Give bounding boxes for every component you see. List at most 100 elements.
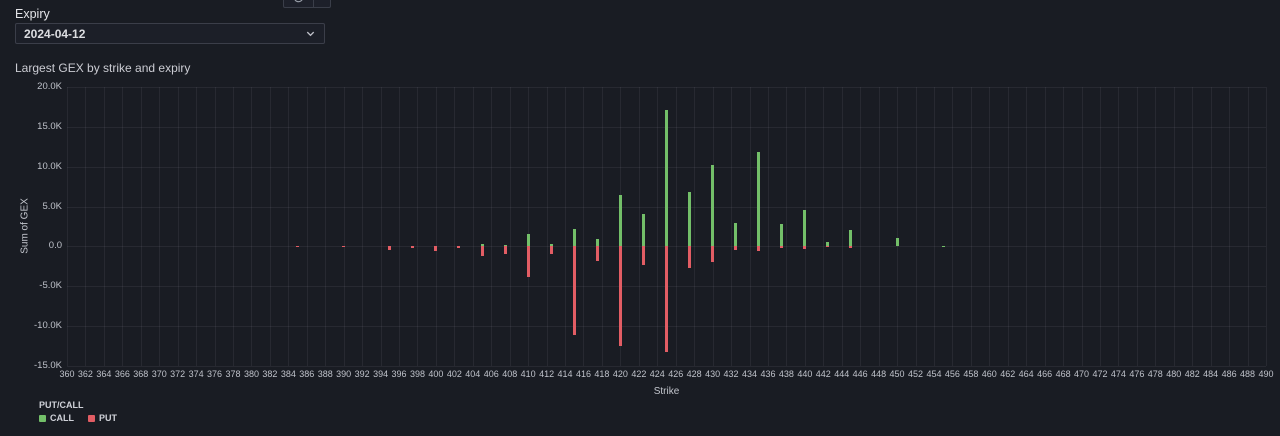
- v-gridline: [343, 87, 345, 366]
- put-bar: [826, 246, 830, 248]
- x-tick-label: 380: [243, 369, 259, 379]
- x-tick-label: 424: [649, 369, 665, 379]
- legend-item-call[interactable]: CALL: [39, 413, 74, 423]
- put-bar: [688, 246, 692, 268]
- x-tick-label: 400: [428, 369, 444, 379]
- x-tick-label: 488: [1240, 369, 1256, 379]
- y-tick-label: -5.0K: [39, 280, 62, 292]
- x-tick-label: 368: [133, 369, 149, 379]
- x-tick-label: 386: [299, 369, 315, 379]
- refresh-icon[interactable]: [284, 0, 313, 7]
- put-bar: [572, 246, 576, 335]
- expiry-select[interactable]: 2024-04-12: [15, 23, 325, 44]
- x-tick-label: 472: [1092, 369, 1108, 379]
- v-gridline: [1192, 87, 1194, 366]
- put-bar: [618, 246, 622, 347]
- x-tick-label: 456: [944, 369, 960, 379]
- x-tick-label: 478: [1147, 369, 1163, 379]
- v-gridline: [472, 87, 474, 366]
- y-tick-label: 20.0K: [37, 81, 62, 92]
- x-tick-label: 394: [373, 369, 389, 379]
- call-bar: [641, 213, 645, 247]
- expiry-select-value: 2024-04-12: [24, 26, 86, 41]
- legend-item-label: CALL: [50, 413, 74, 423]
- v-gridline: [140, 87, 142, 366]
- put-bar: [803, 246, 807, 249]
- v-gridline: [85, 87, 87, 366]
- x-tick-label: 442: [815, 369, 831, 379]
- v-gridline: [1099, 87, 1101, 366]
- y-tick-labels: 20.0K 15.0K 10.0K 5.0K 0.0 -5.0K -10.0K -15.0K: [0, 82, 62, 371]
- x-tick-label: 392: [354, 369, 370, 379]
- call-bar: [757, 152, 761, 247]
- call-bar: [803, 209, 807, 247]
- x-tick-label: 486: [1221, 369, 1237, 379]
- x-tick-label: 460: [981, 369, 997, 379]
- v-gridline: [528, 87, 530, 366]
- x-tick-label: 468: [1055, 369, 1071, 379]
- put-bar: [641, 246, 645, 265]
- v-gridline: [989, 87, 991, 366]
- x-tick-label: 360: [59, 369, 75, 379]
- x-tick-label: 454: [926, 369, 942, 379]
- call-bar: [503, 245, 507, 247]
- call-bar: [780, 224, 784, 247]
- call-bar: [665, 110, 668, 247]
- x-tick-label: 414: [557, 369, 573, 379]
- x-tick-label: 426: [668, 369, 684, 379]
- call-bar: [688, 192, 692, 247]
- plot-area: [67, 87, 1267, 367]
- refresh-button[interactable]: [283, 0, 331, 8]
- x-tick-label: 440: [797, 369, 813, 379]
- call-bar: [595, 239, 599, 247]
- x-tick-label: 406: [483, 369, 499, 379]
- x-tick-label: 420: [612, 369, 628, 379]
- put-series-swatch: [88, 414, 95, 422]
- x-tick-label: 390: [336, 369, 352, 379]
- x-tick-label: 378: [225, 369, 241, 379]
- x-tick-label: 484: [1203, 369, 1219, 379]
- expiry-label: Expiry: [15, 7, 50, 21]
- x-tick-label: 388: [317, 369, 333, 379]
- v-gridline: [749, 87, 751, 366]
- v-gridline: [1266, 87, 1267, 366]
- put-bar: [434, 246, 438, 251]
- v-gridline: [509, 87, 511, 366]
- x-tick-label: 432: [723, 369, 739, 379]
- put-bar: [757, 246, 761, 252]
- v-gridline: [657, 87, 659, 366]
- v-gridline: [399, 87, 401, 366]
- x-tick-label: 418: [594, 369, 610, 379]
- x-tick-label: 448: [871, 369, 887, 379]
- x-tick-label: 404: [465, 369, 481, 379]
- x-tick-label: 366: [114, 369, 130, 379]
- y-tick-label: -15.0K: [34, 360, 62, 371]
- v-gridline: [878, 87, 880, 366]
- v-gridline: [1229, 87, 1231, 366]
- x-tick-label: 398: [409, 369, 425, 379]
- call-series-swatch: [39, 414, 46, 422]
- put-bar: [549, 246, 553, 254]
- x-tick-label: 370: [151, 369, 167, 379]
- v-gridline: [841, 87, 843, 366]
- v-gridline: [1044, 87, 1046, 366]
- y-tick-label: 5.0K: [42, 200, 62, 212]
- put-bar: [595, 246, 599, 261]
- v-gridline: [67, 87, 68, 366]
- v-gridline: [1247, 87, 1249, 366]
- v-gridline: [952, 87, 954, 366]
- refresh-dropdown-caret[interactable]: [313, 0, 330, 7]
- v-gridline: [767, 87, 769, 366]
- v-gridline: [325, 87, 327, 366]
- v-gridline: [177, 87, 179, 366]
- v-gridline: [1081, 87, 1083, 366]
- call-bar: [618, 194, 622, 247]
- v-gridline: [269, 87, 271, 366]
- v-gridline: [454, 87, 456, 366]
- v-gridline: [786, 87, 788, 366]
- put-bar: [734, 246, 738, 250]
- legend-item-put[interactable]: PUT: [88, 413, 117, 423]
- v-gridline: [417, 87, 419, 366]
- put-bar: [342, 246, 346, 248]
- v-gridline: [583, 87, 585, 366]
